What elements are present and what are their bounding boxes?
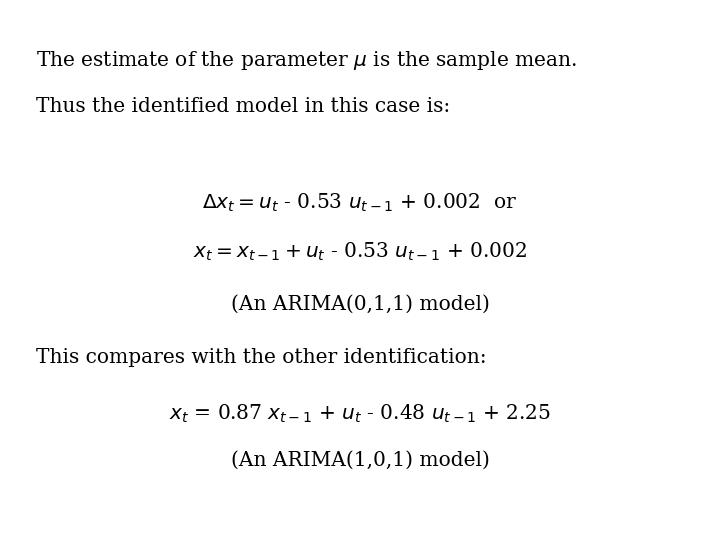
Text: (An ARIMA(1,0,1) model): (An ARIMA(1,0,1) model) [230, 451, 490, 470]
Text: (An ARIMA(0,1,1) model): (An ARIMA(0,1,1) model) [230, 294, 490, 313]
Text: The estimate of the parameter $\mu$ is the sample mean.: The estimate of the parameter $\mu$ is t… [36, 49, 577, 72]
Text: $x_t$ = 0.87 $x_{t-1}$ + $u_t$ - 0.48 $u_{t-1}$ + 2.25: $x_t$ = 0.87 $x_{t-1}$ + $u_t$ - 0.48 $u… [169, 402, 551, 424]
Text: This compares with the other identification:: This compares with the other identificat… [36, 348, 487, 367]
Text: $\Delta x_t = u_t$ - 0.53 $u_{t-1}$ + 0.002  or: $\Delta x_t = u_t$ - 0.53 $u_{t-1}$ + 0.… [202, 192, 518, 214]
Text: $x_t = x_{t-1} + u_t$ - 0.53 $u_{t-1}$ + 0.002: $x_t = x_{t-1} + u_t$ - 0.53 $u_{t-1}$ +… [193, 240, 527, 262]
Text: Thus the identified model in this case is:: Thus the identified model in this case i… [36, 97, 450, 116]
